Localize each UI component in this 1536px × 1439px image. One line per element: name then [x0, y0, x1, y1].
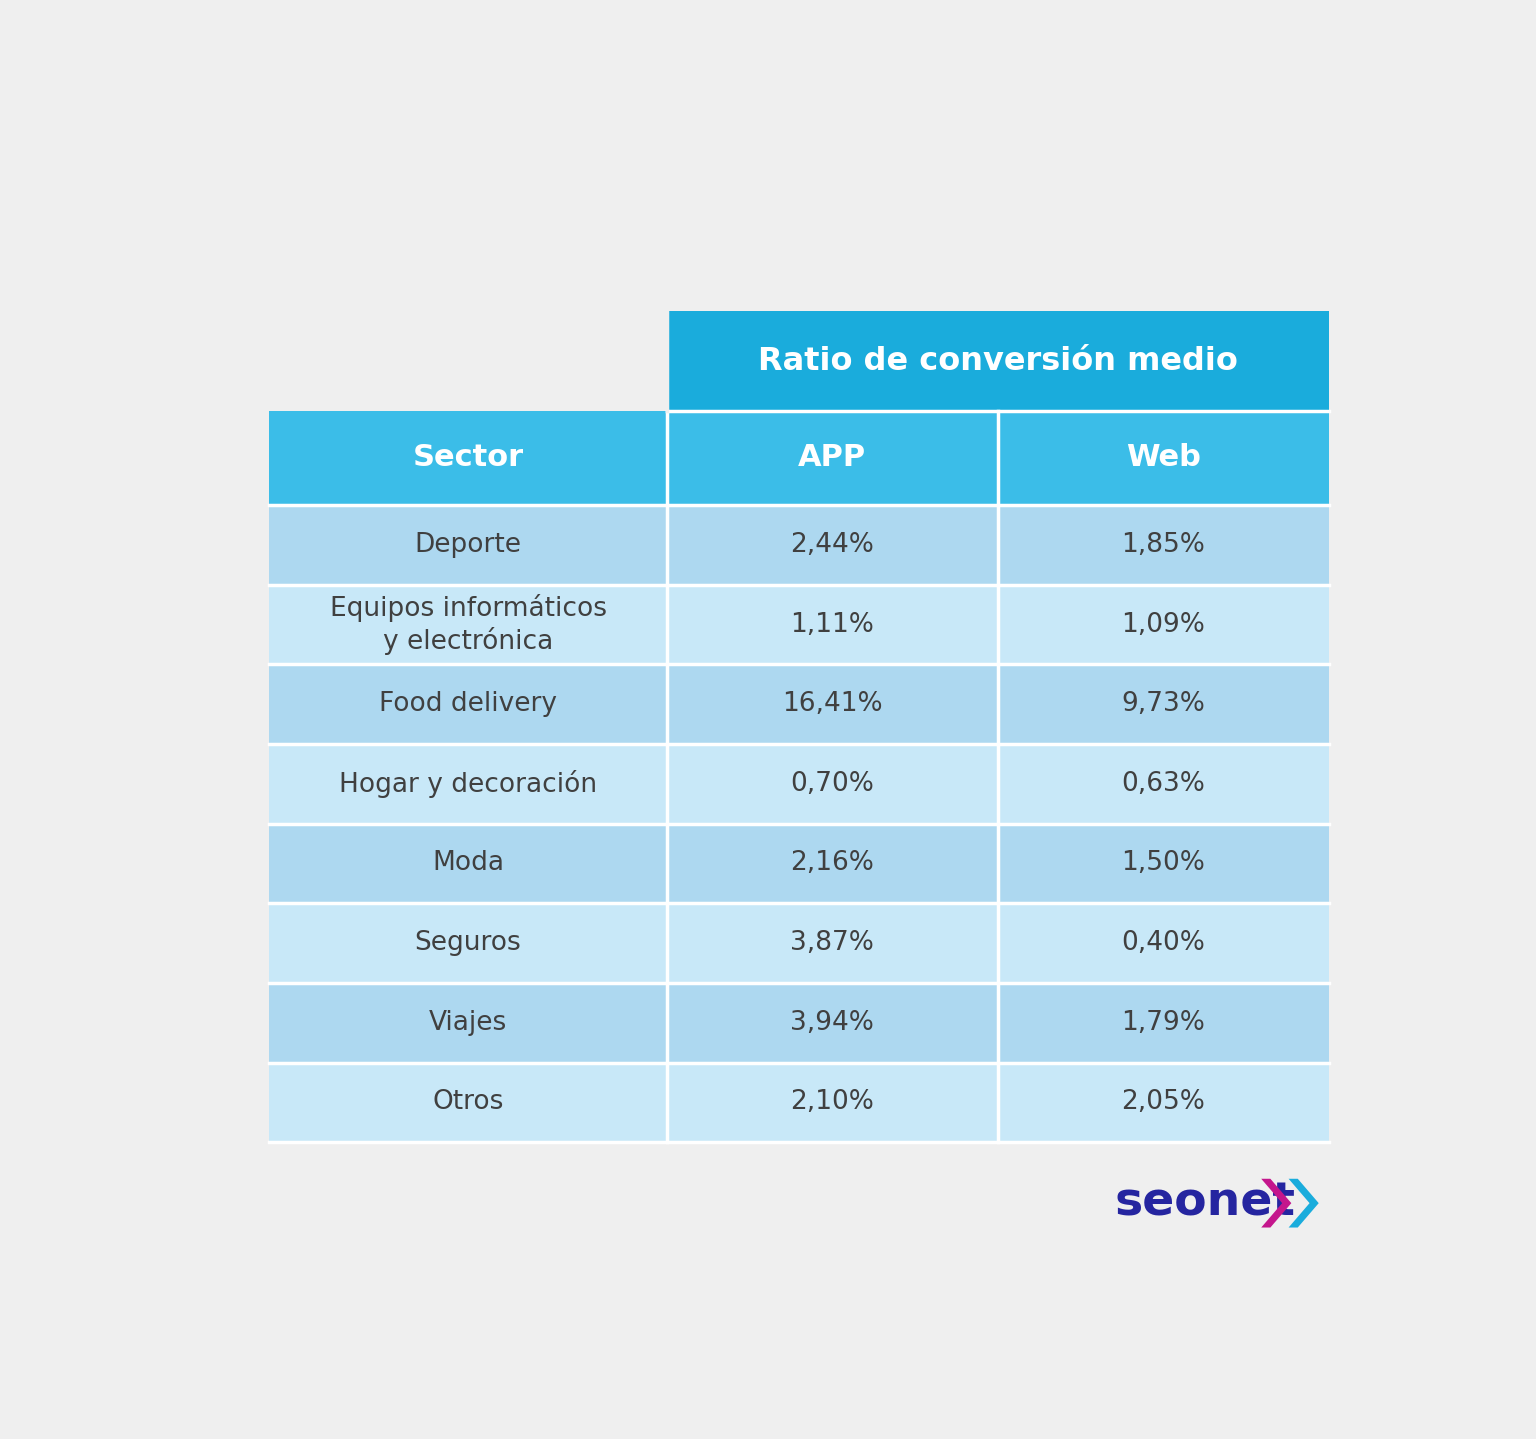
- FancyBboxPatch shape: [269, 584, 667, 665]
- FancyBboxPatch shape: [269, 311, 667, 412]
- FancyBboxPatch shape: [667, 1062, 998, 1143]
- FancyBboxPatch shape: [998, 744, 1329, 823]
- Text: 1,50%: 1,50%: [1121, 850, 1206, 876]
- Text: 2,05%: 2,05%: [1121, 1089, 1206, 1115]
- Text: Equipos informáticos
y electrónica: Equipos informáticos y electrónica: [330, 594, 607, 655]
- Text: 0,63%: 0,63%: [1121, 771, 1206, 797]
- FancyBboxPatch shape: [998, 584, 1329, 665]
- FancyBboxPatch shape: [998, 505, 1329, 584]
- Text: 3,87%: 3,87%: [791, 930, 874, 955]
- FancyBboxPatch shape: [269, 505, 667, 584]
- FancyBboxPatch shape: [998, 1062, 1329, 1143]
- Text: 1,09%: 1,09%: [1121, 612, 1206, 637]
- Text: 0,40%: 0,40%: [1121, 930, 1206, 955]
- FancyBboxPatch shape: [269, 823, 667, 904]
- FancyBboxPatch shape: [998, 665, 1329, 744]
- Text: Hogar y decoración: Hogar y decoración: [339, 770, 598, 797]
- Text: 3,94%: 3,94%: [791, 1010, 874, 1036]
- Text: 9,73%: 9,73%: [1121, 691, 1206, 717]
- FancyBboxPatch shape: [667, 983, 998, 1062]
- Text: Food delivery: Food delivery: [379, 691, 558, 717]
- FancyBboxPatch shape: [269, 1062, 667, 1143]
- Text: Deporte: Deporte: [415, 532, 522, 558]
- FancyBboxPatch shape: [269, 983, 667, 1062]
- FancyBboxPatch shape: [269, 744, 667, 823]
- Polygon shape: [1261, 1179, 1292, 1227]
- Text: Moda: Moda: [432, 850, 504, 876]
- Text: Viajes: Viajes: [429, 1010, 507, 1036]
- Text: 1,85%: 1,85%: [1121, 532, 1206, 558]
- FancyBboxPatch shape: [667, 823, 998, 904]
- Text: 2,10%: 2,10%: [791, 1089, 874, 1115]
- Text: APP: APP: [799, 443, 866, 472]
- Text: 16,41%: 16,41%: [782, 691, 883, 717]
- FancyBboxPatch shape: [269, 412, 667, 505]
- Polygon shape: [1289, 1179, 1319, 1227]
- FancyBboxPatch shape: [667, 505, 998, 584]
- FancyBboxPatch shape: [998, 412, 1329, 505]
- Text: 0,70%: 0,70%: [791, 771, 874, 797]
- FancyBboxPatch shape: [998, 983, 1329, 1062]
- Text: 2,16%: 2,16%: [791, 850, 874, 876]
- Text: Sector: Sector: [413, 443, 524, 472]
- Text: seonet: seonet: [1115, 1180, 1295, 1226]
- Text: Web: Web: [1126, 443, 1201, 472]
- Text: Otros: Otros: [432, 1089, 504, 1115]
- FancyBboxPatch shape: [667, 744, 998, 823]
- Text: 1,79%: 1,79%: [1121, 1010, 1206, 1036]
- FancyBboxPatch shape: [667, 904, 998, 983]
- Text: 1,11%: 1,11%: [791, 612, 874, 637]
- FancyBboxPatch shape: [667, 311, 1329, 412]
- Text: 2,44%: 2,44%: [791, 532, 874, 558]
- Text: Ratio de conversión medio: Ratio de conversión medio: [757, 345, 1238, 377]
- FancyBboxPatch shape: [667, 584, 998, 665]
- FancyBboxPatch shape: [998, 904, 1329, 983]
- FancyBboxPatch shape: [269, 665, 667, 744]
- FancyBboxPatch shape: [667, 665, 998, 744]
- FancyBboxPatch shape: [998, 823, 1329, 904]
- FancyBboxPatch shape: [269, 904, 667, 983]
- FancyBboxPatch shape: [667, 412, 998, 505]
- Text: Seguros: Seguros: [415, 930, 521, 955]
